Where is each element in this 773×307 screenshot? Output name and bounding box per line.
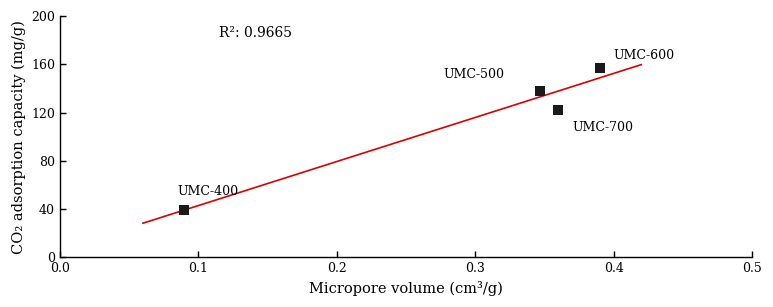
X-axis label: Micropore volume (cm³/g): Micropore volume (cm³/g): [309, 281, 503, 296]
Y-axis label: CO₂ adsorption capacity (mg/g): CO₂ adsorption capacity (mg/g): [11, 20, 26, 254]
Point: [534, 88, 547, 93]
Point: [594, 66, 606, 71]
Point: [552, 108, 564, 113]
Text: UMC-400: UMC-400: [178, 185, 239, 198]
Point: [179, 208, 191, 213]
Text: R²: 0.9665: R²: 0.9665: [219, 26, 292, 40]
Text: UMC-700: UMC-700: [572, 121, 633, 134]
Text: UMC-600: UMC-600: [614, 49, 675, 62]
Text: UMC-500: UMC-500: [444, 68, 504, 81]
